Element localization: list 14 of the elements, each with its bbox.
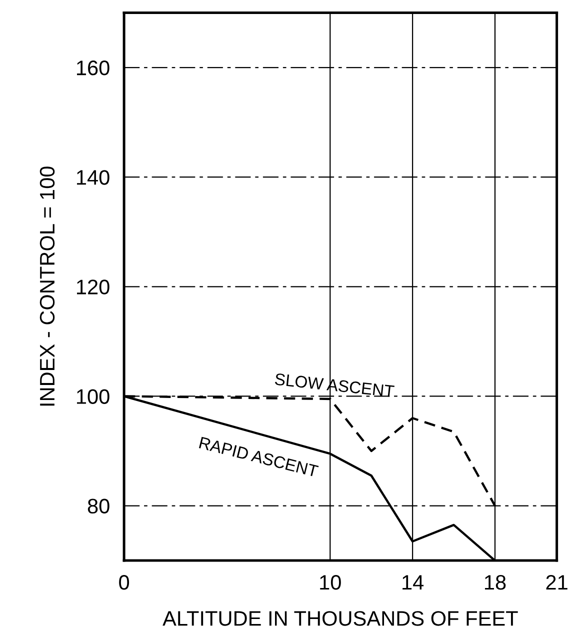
y-tick-label: 100 xyxy=(77,389,110,404)
x-tick-label: 0 xyxy=(119,575,130,590)
y-tick-label: 80 xyxy=(88,498,110,514)
text: RAPID ASCENT xyxy=(198,436,319,478)
y-tick-label: 160 xyxy=(77,60,110,76)
x-tick-label: 10 xyxy=(320,575,341,590)
y-tick-label: 140 xyxy=(77,170,110,185)
y-tick-label: 120 xyxy=(77,280,110,294)
text: SLOW ASCENT xyxy=(274,373,395,398)
y-axis-title: INDEX - CONTROL = 100 xyxy=(40,166,55,406)
x-tick-label: 21 xyxy=(546,575,568,590)
x-tick-label: 18 xyxy=(484,575,506,590)
x-axis-title: ALTITUDE IN THOUSANDS OF FEET xyxy=(162,611,518,626)
x-tick-label: 14 xyxy=(402,575,424,590)
